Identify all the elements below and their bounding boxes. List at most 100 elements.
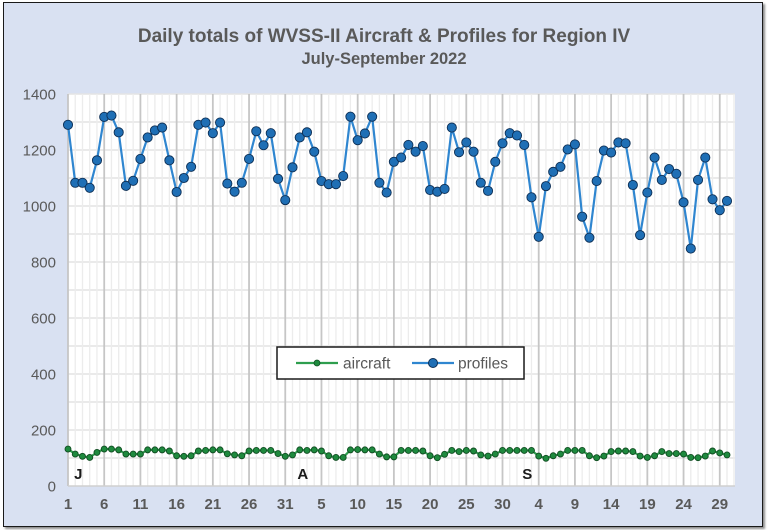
profiles-point bbox=[207, 128, 218, 139]
profiles-point bbox=[287, 162, 298, 173]
aircraft-point bbox=[709, 447, 716, 455]
x-tick-label: 15 bbox=[386, 496, 403, 513]
aircraft-point bbox=[535, 452, 543, 460]
profiles-point bbox=[403, 139, 414, 151]
month-marker-J: J bbox=[74, 466, 82, 483]
y-axis-ticks: 0 200 400 600 800 1000 1200 1400 bbox=[23, 87, 56, 496]
profiles-point bbox=[656, 174, 667, 186]
profiles-point bbox=[620, 138, 631, 149]
profiles-point bbox=[642, 187, 653, 198]
profiles-point bbox=[519, 139, 530, 151]
aircraft-point bbox=[614, 447, 622, 455]
profiles-point bbox=[417, 141, 428, 152]
aircraft-point bbox=[129, 450, 137, 458]
x-axis-ticks: 1 6 11 16 21 26 31 5 10 15 20 25 30 4 9 14 19 24 29 bbox=[64, 496, 728, 513]
profiles-point bbox=[606, 147, 617, 158]
aircraft-point bbox=[361, 446, 369, 454]
series-layer bbox=[62, 110, 733, 462]
profiles-point bbox=[265, 128, 276, 139]
profiles-point bbox=[678, 197, 689, 208]
profiles-point bbox=[461, 137, 472, 148]
profiles-point bbox=[113, 127, 124, 138]
aircraft-point bbox=[252, 446, 260, 454]
x-tick-label: 20 bbox=[422, 496, 439, 513]
x-tick-label: 31 bbox=[277, 496, 294, 513]
aircraft-point bbox=[499, 446, 506, 454]
profiles-point bbox=[410, 146, 421, 157]
profiles-point bbox=[396, 152, 407, 163]
aircraft-point bbox=[462, 446, 470, 454]
profiles-point bbox=[497, 138, 508, 149]
aircraft-point bbox=[346, 446, 354, 454]
aircraft-point bbox=[556, 450, 564, 458]
y-tick-label: 800 bbox=[31, 255, 56, 272]
profiles-point bbox=[569, 139, 580, 150]
aircraft-point bbox=[585, 452, 593, 460]
aircraft-point bbox=[419, 447, 427, 455]
profiles-point bbox=[664, 163, 675, 175]
aircraft-point bbox=[491, 450, 499, 458]
aircraft-point bbox=[470, 447, 477, 455]
aircraft-point bbox=[397, 446, 405, 454]
x-tick-label: 14 bbox=[603, 496, 620, 513]
aircraft-point bbox=[115, 446, 123, 454]
profiles-point bbox=[120, 180, 131, 191]
aircraft-point bbox=[325, 452, 333, 460]
aircraft-point bbox=[593, 454, 601, 462]
profiles-point bbox=[294, 132, 305, 143]
profiles-point bbox=[482, 185, 494, 196]
aircraft-point bbox=[375, 450, 383, 458]
aircraft-point bbox=[209, 446, 217, 454]
aircraft-point bbox=[100, 445, 108, 453]
profiles-point bbox=[352, 135, 363, 146]
aircraft-point bbox=[144, 446, 152, 454]
profiles-point bbox=[562, 144, 573, 155]
profiles-point bbox=[106, 110, 117, 121]
x-tick-label: 9 bbox=[571, 496, 579, 513]
profiles-point bbox=[164, 155, 175, 166]
month-marker-S: S bbox=[522, 466, 532, 483]
aircraft-point bbox=[701, 452, 709, 460]
aircraft-point bbox=[448, 446, 456, 454]
aircraft-point bbox=[484, 452, 492, 460]
aircraft-point bbox=[600, 452, 608, 460]
aircraft-point bbox=[281, 452, 289, 460]
profiles-point bbox=[468, 146, 479, 157]
aircraft-point bbox=[165, 447, 173, 455]
x-tick-label: 6 bbox=[100, 496, 108, 513]
aircraft-point bbox=[441, 450, 449, 458]
profiles-point bbox=[62, 119, 74, 130]
profiles-point bbox=[229, 186, 240, 197]
aircraft-point bbox=[71, 450, 79, 458]
profiles-point bbox=[511, 130, 523, 141]
profiles-point bbox=[345, 111, 356, 122]
y-tick-label: 600 bbox=[31, 311, 56, 328]
aircraft-point bbox=[694, 454, 702, 462]
aircraft-point bbox=[723, 451, 731, 459]
profiles-point bbox=[215, 117, 226, 128]
aircraft-point bbox=[643, 453, 651, 461]
aircraft-point bbox=[289, 451, 296, 459]
legend: aircraft profiles bbox=[276, 346, 525, 380]
profiles-point bbox=[157, 122, 168, 133]
x-tick-label: 24 bbox=[675, 496, 692, 513]
profiles-point bbox=[178, 172, 189, 184]
aircraft-point bbox=[542, 454, 550, 462]
x-tick-label: 11 bbox=[132, 496, 148, 513]
profiles-point bbox=[258, 140, 269, 151]
profiles-point bbox=[301, 127, 313, 138]
y-tick-label: 1000 bbox=[23, 199, 56, 216]
legend-aircraft-marker bbox=[313, 359, 321, 367]
aircraft-point bbox=[108, 445, 115, 453]
aircraft-point bbox=[658, 448, 666, 456]
aircraft-point bbox=[173, 452, 181, 460]
profiles-point bbox=[548, 166, 559, 177]
aircraft-point bbox=[578, 446, 586, 454]
x-tick-label: 16 bbox=[168, 496, 185, 513]
y-tick-label: 200 bbox=[31, 423, 56, 440]
profiles-point bbox=[591, 176, 602, 187]
aircraft-point bbox=[318, 447, 325, 455]
aircraft-point bbox=[151, 446, 159, 454]
aircraft-point bbox=[368, 446, 376, 454]
aircraft-point bbox=[651, 452, 659, 460]
